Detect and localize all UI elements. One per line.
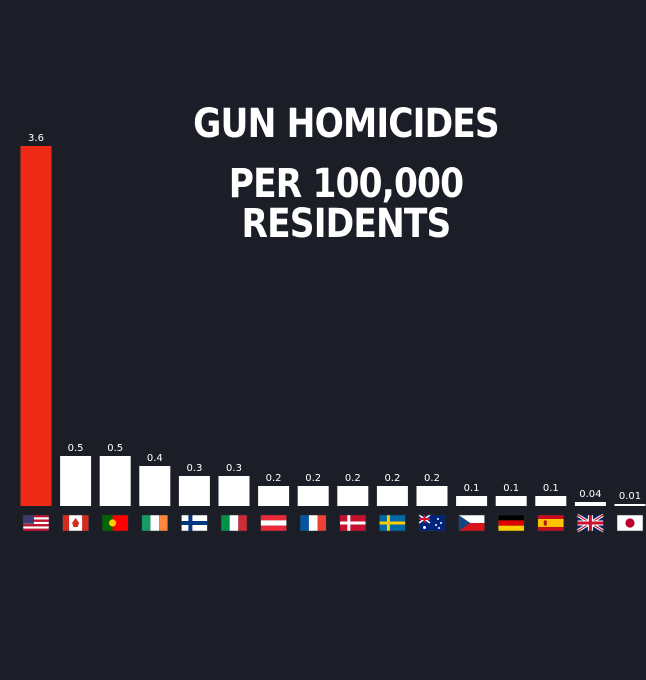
value-label: 0.3 [186, 463, 202, 474]
bar-canada [60, 456, 92, 506]
value-label: 0.2 [305, 473, 321, 484]
austria-flag-icon: Austria [260, 514, 287, 532]
value-label: 0.2 [345, 473, 361, 484]
us-flag-icon: United States [22, 514, 50, 532]
italy-flag-icon: Italy [220, 514, 248, 532]
bar-portugal [99, 456, 131, 506]
japan-flag-icon: Japan [616, 514, 644, 532]
value-label: 0.2 [384, 473, 400, 484]
value-label: 0.2 [424, 473, 440, 484]
uk-flag-icon: United Kingdom [576, 513, 605, 533]
bar-italy [218, 476, 250, 506]
czech-flag-icon: Czech Republic [458, 514, 485, 532]
canada-flag-icon: Canada [62, 514, 89, 532]
sweden-flag-icon: Sweden [379, 514, 406, 532]
value-label: 0.1 [503, 483, 519, 494]
bar-austria [258, 486, 290, 506]
value-label: 0.1 [543, 483, 559, 494]
value-label: 0.2 [266, 473, 282, 484]
value-label: 0.1 [464, 483, 480, 494]
value-label: 3.6 [28, 133, 44, 144]
portugal-flag-icon: Portugal [101, 514, 129, 532]
spain-flag-icon: Spain [537, 514, 565, 532]
bar-japan [614, 504, 646, 506]
bar-united-states [20, 146, 52, 506]
value-label: 0.4 [147, 453, 163, 464]
value-label: 0.04 [579, 489, 601, 500]
finland-flag-icon: Finland [181, 514, 208, 532]
bar-spain [535, 496, 567, 506]
germany-flag-icon: Germany [497, 514, 525, 532]
bar-france [297, 486, 329, 506]
bar-australia [416, 486, 448, 506]
value-label: 0.5 [107, 443, 123, 454]
chart-title-line-1: GUN HOMICIDES [193, 101, 500, 147]
bar-united-kingdom [574, 502, 606, 506]
chart-title-line-2: PER 100,000 RESIDENTS [228, 161, 464, 247]
denmark-flag-icon: Denmark [339, 514, 367, 532]
value-label: 0.3 [226, 463, 242, 474]
bar-ireland [139, 466, 171, 506]
ireland-flag-icon: Ireland [141, 514, 169, 532]
value-label: 0.5 [68, 443, 84, 454]
france-flag-icon: France [299, 514, 327, 532]
bar-finland [178, 476, 210, 506]
bar-sweden [376, 486, 408, 506]
value-label: 0.01 [619, 491, 641, 502]
bar-denmark [337, 486, 369, 506]
bar-germany [495, 496, 527, 506]
bar-czech-republic [456, 496, 488, 506]
australia-flag-icon: Australia [418, 514, 446, 532]
